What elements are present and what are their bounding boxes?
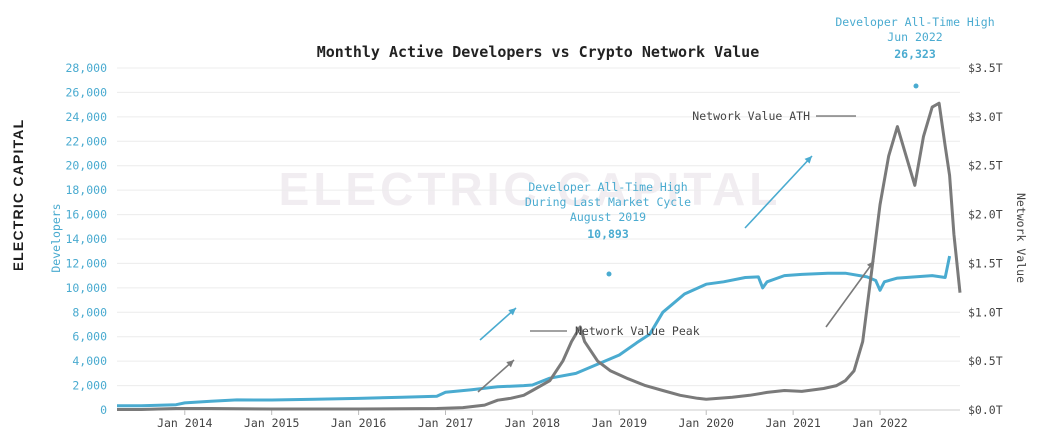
x-tick-label: Jan 2020 — [679, 416, 734, 430]
y-tick-left: 18,000 — [65, 183, 107, 197]
annotation-text: During Last Market Cycle — [525, 195, 691, 209]
annotation-text: Developer All-Time High — [528, 180, 687, 194]
trend-arrow — [477, 359, 515, 393]
x-tick-label: Jan 2014 — [157, 416, 212, 430]
x-tick-label: Jan 2022 — [852, 416, 907, 430]
y-tick-right: $2.5T — [968, 159, 1003, 173]
annotation-text: Network Value Peak — [575, 324, 700, 338]
y-tick-left: 22,000 — [65, 134, 107, 148]
trend-arrow-head — [508, 308, 516, 316]
x-tick-label: Jan 2019 — [592, 416, 647, 430]
annotation-text: Jun 2022 — [887, 30, 942, 44]
y-tick-left: 20,000 — [65, 159, 107, 173]
trend-arrow — [744, 155, 813, 229]
y-tick-right: $3.0T — [968, 110, 1003, 124]
y-tick-right: $1.0T — [968, 305, 1003, 319]
y-tick-left: 8,000 — [72, 305, 107, 319]
y-tick-left: 2,000 — [72, 379, 107, 393]
network-series-line — [117, 101, 962, 411]
y-tick-right: $3.5T — [968, 61, 1003, 75]
annotation-value: 26,323 — [894, 47, 936, 61]
y-tick-left: 24,000 — [65, 110, 107, 124]
annotation-text: Developer All-Time High — [835, 15, 994, 29]
y-tick-right: $0.0T — [968, 403, 1003, 417]
developers-series-line — [117, 255, 952, 408]
y-tick-left: 14,000 — [65, 232, 107, 246]
y-axis-label-left: Developers — [49, 203, 63, 272]
y-tick-left: 28,000 — [65, 61, 107, 75]
x-tick-label: Jan 2017 — [418, 416, 473, 430]
trend-arrow — [825, 260, 875, 328]
x-tick-label: Jan 2018 — [505, 416, 560, 430]
y-tick-right: $1.5T — [968, 256, 1003, 270]
y-tick-left: 10,000 — [65, 281, 107, 295]
y-axis-label-right: Network Value — [1014, 193, 1028, 283]
x-tick-label: Jan 2021 — [765, 416, 820, 430]
annotation-value: 10,893 — [587, 227, 629, 241]
annotation-marker — [913, 83, 919, 89]
y-tick-left: 6,000 — [72, 330, 107, 344]
y-tick-left: 12,000 — [65, 256, 107, 270]
y-tick-right: $0.5T — [968, 354, 1003, 368]
electric-capital-logo: ELECTRIC CAPITAL — [6, 119, 40, 272]
trend-arrow — [479, 307, 517, 341]
chart-title: Monthly Active Developers vs Crypto Netw… — [317, 43, 760, 61]
svg-text:ELECTRIC CAPITAL: ELECTRIC CAPITAL — [10, 120, 26, 270]
y-tick-left: 0 — [100, 403, 107, 417]
annotation-marker — [606, 271, 612, 277]
x-tick-label: Jan 2015 — [244, 416, 299, 430]
y-tick-right: $2.0T — [968, 208, 1003, 222]
annotation-text: August 2019 — [570, 210, 646, 224]
x-tick-label: Jan 2016 — [331, 416, 386, 430]
watermark: ELECTRIC CAPITAL — [279, 163, 782, 215]
trend-arrow-head — [804, 156, 812, 164]
trend-arrow-head — [506, 360, 514, 368]
annotation-text: Network Value ATH — [692, 109, 810, 123]
y-tick-left: 26,000 — [65, 85, 107, 99]
trend-arrow-head — [866, 261, 874, 269]
y-tick-left: 4,000 — [72, 354, 107, 368]
y-tick-left: 16,000 — [65, 208, 107, 222]
